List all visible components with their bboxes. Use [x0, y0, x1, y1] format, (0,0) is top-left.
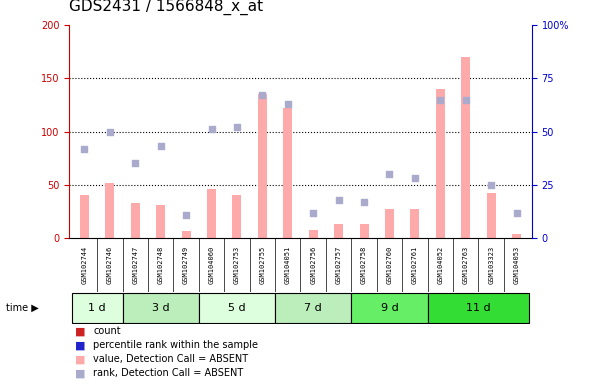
- Bar: [258, 94, 267, 238]
- Bar: [199, 293, 275, 323]
- Text: GSM104060: GSM104060: [209, 246, 215, 284]
- Point: [308, 209, 318, 215]
- Point: [258, 92, 267, 98]
- Text: GSM104051: GSM104051: [285, 246, 291, 284]
- Text: GDS2431 / 1566848_x_at: GDS2431 / 1566848_x_at: [69, 0, 263, 15]
- Text: GSM102744: GSM102744: [81, 246, 87, 284]
- Point: [182, 212, 191, 218]
- Point: [130, 161, 140, 167]
- Text: GSM102746: GSM102746: [107, 246, 113, 284]
- Bar: [207, 189, 216, 238]
- Point: [436, 96, 445, 103]
- Bar: [487, 193, 496, 238]
- Point: [512, 209, 522, 215]
- Bar: [80, 195, 89, 238]
- Bar: [275, 293, 352, 323]
- Text: GSM103323: GSM103323: [488, 246, 494, 284]
- Point: [486, 182, 496, 188]
- Point: [156, 143, 165, 149]
- Bar: [462, 57, 470, 238]
- Bar: [359, 224, 368, 238]
- Text: 1 d: 1 d: [88, 303, 106, 313]
- Text: ■: ■: [75, 368, 85, 378]
- Text: GSM102761: GSM102761: [412, 246, 418, 284]
- Text: GSM102763: GSM102763: [463, 246, 469, 284]
- Text: ■: ■: [75, 326, 85, 336]
- Text: GSM102748: GSM102748: [157, 246, 163, 284]
- Text: GSM104053: GSM104053: [514, 246, 520, 284]
- Point: [359, 199, 369, 205]
- Text: GSM102753: GSM102753: [234, 246, 240, 284]
- Point: [410, 175, 419, 182]
- Point: [283, 101, 293, 107]
- Bar: [385, 209, 394, 238]
- Text: 5 d: 5 d: [228, 303, 246, 313]
- Point: [207, 126, 216, 132]
- Bar: [283, 108, 292, 238]
- Point: [105, 129, 115, 135]
- Point: [385, 171, 394, 177]
- Text: GSM102747: GSM102747: [132, 246, 138, 284]
- Text: 11 d: 11 d: [466, 303, 491, 313]
- Text: 3 d: 3 d: [152, 303, 169, 313]
- Bar: [233, 195, 242, 238]
- Bar: [123, 293, 199, 323]
- Point: [461, 96, 471, 103]
- Point: [79, 146, 89, 152]
- Bar: [72, 293, 123, 323]
- Text: 7 d: 7 d: [304, 303, 322, 313]
- Bar: [182, 231, 191, 238]
- Text: GSM104052: GSM104052: [438, 246, 444, 284]
- Text: 9 d: 9 d: [380, 303, 398, 313]
- Text: ■: ■: [75, 354, 85, 364]
- Text: GSM102749: GSM102749: [183, 246, 189, 284]
- Text: time ▶: time ▶: [6, 303, 38, 313]
- Bar: [436, 89, 445, 238]
- Text: GSM102756: GSM102756: [310, 246, 316, 284]
- Bar: [410, 209, 419, 238]
- Bar: [428, 293, 529, 323]
- Point: [334, 197, 343, 203]
- Bar: [352, 293, 428, 323]
- Bar: [156, 205, 165, 238]
- Bar: [131, 203, 139, 238]
- Text: GSM102758: GSM102758: [361, 246, 367, 284]
- Point: [232, 124, 242, 130]
- Text: GSM102757: GSM102757: [335, 246, 341, 284]
- Text: count: count: [93, 326, 121, 336]
- Text: GSM102760: GSM102760: [386, 246, 392, 284]
- Text: GSM102755: GSM102755: [260, 246, 266, 284]
- Bar: [105, 183, 114, 238]
- Text: ■: ■: [75, 340, 85, 350]
- Bar: [309, 230, 318, 238]
- Bar: [334, 224, 343, 238]
- Text: rank, Detection Call = ABSENT: rank, Detection Call = ABSENT: [93, 368, 243, 378]
- Text: value, Detection Call = ABSENT: value, Detection Call = ABSENT: [93, 354, 248, 364]
- Text: percentile rank within the sample: percentile rank within the sample: [93, 340, 258, 350]
- Bar: [512, 234, 521, 238]
